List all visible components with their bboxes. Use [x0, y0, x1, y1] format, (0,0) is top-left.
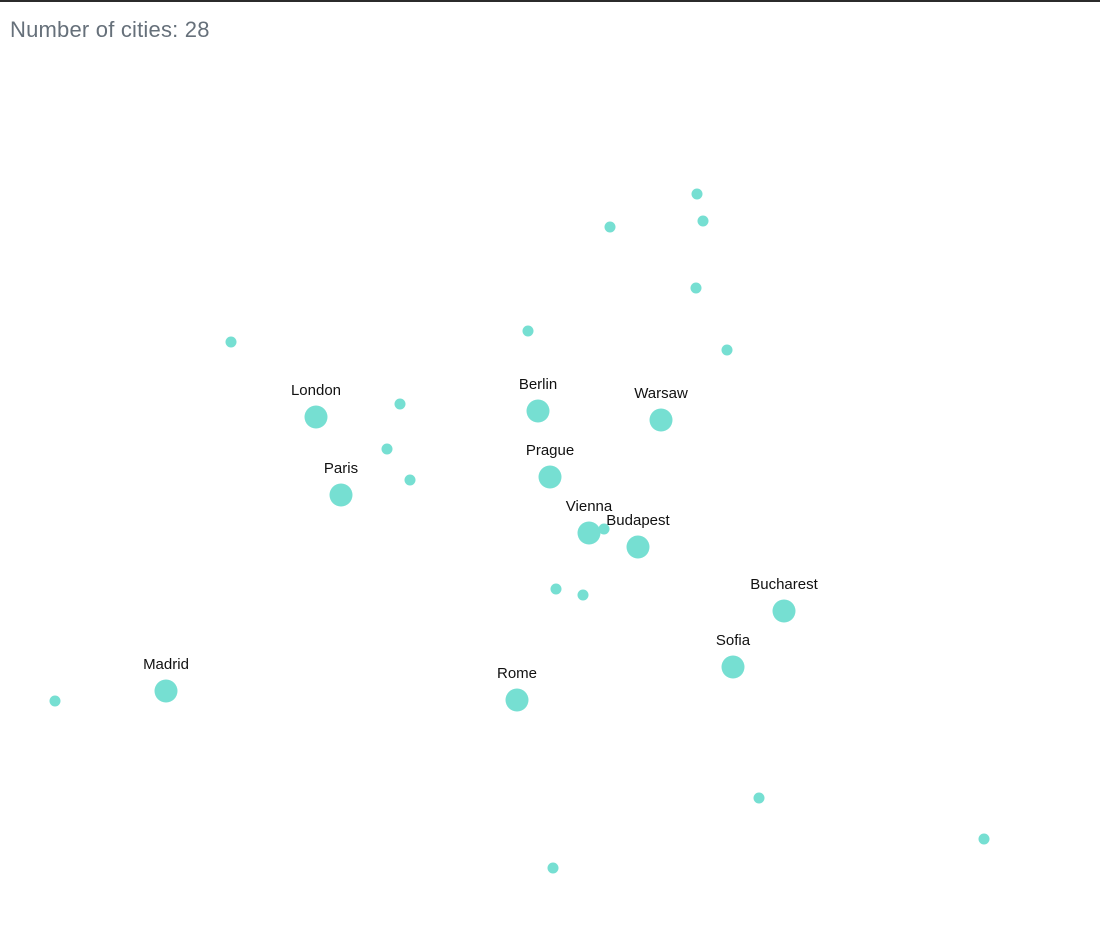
city-label-paris: Paris — [324, 460, 358, 477]
city-label-vienna: Vienna — [566, 498, 613, 515]
city-marker[interactable] — [697, 215, 709, 227]
city-marker-warsaw[interactable] — [649, 408, 673, 432]
city-label-budapest: Budapest — [606, 512, 670, 529]
city-marker-vienna[interactable] — [577, 521, 601, 545]
city-label-sofia: Sofia — [716, 632, 751, 649]
city-label-berlin: Berlin — [519, 376, 557, 393]
city-label-warsaw: Warsaw — [634, 385, 688, 402]
city-count-label: Number of cities: 28 — [10, 17, 210, 43]
city-count-prefix: Number of cities: — [10, 17, 185, 42]
city-marker-sofia[interactable] — [721, 655, 745, 679]
city-label-madrid: Madrid — [143, 656, 189, 673]
city-marker[interactable] — [404, 474, 416, 486]
city-marker-paris[interactable] — [329, 483, 353, 507]
city-marker-budapest[interactable] — [626, 535, 650, 559]
city-marker[interactable] — [547, 862, 559, 874]
city-marker-london[interactable] — [304, 405, 328, 429]
city-marker-berlin[interactable] — [526, 399, 550, 423]
city-label-rome: Rome — [497, 665, 537, 682]
city-marker-bucharest[interactable] — [772, 599, 796, 623]
city-marker[interactable] — [550, 583, 562, 595]
city-marker[interactable] — [225, 336, 237, 348]
city-marker[interactable] — [598, 523, 610, 535]
city-marker[interactable] — [577, 589, 589, 601]
city-label-bucharest: Bucharest — [750, 576, 818, 593]
city-marker-rome[interactable] — [505, 688, 529, 712]
city-marker[interactable] — [394, 398, 406, 410]
city-marker[interactable] — [49, 695, 61, 707]
city-marker[interactable] — [721, 344, 733, 356]
city-marker[interactable] — [604, 221, 616, 233]
city-label-prague: Prague — [526, 442, 574, 459]
city-marker-madrid[interactable] — [154, 679, 178, 703]
city-marker[interactable] — [691, 188, 703, 200]
city-marker[interactable] — [381, 443, 393, 455]
city-count-value: 28 — [184, 17, 210, 42]
city-marker[interactable] — [522, 325, 534, 337]
city-marker-prague[interactable] — [538, 465, 562, 489]
city-marker[interactable] — [753, 792, 765, 804]
city-marker[interactable] — [690, 282, 702, 294]
city-marker[interactable] — [978, 833, 990, 845]
city-label-london: London — [291, 382, 341, 399]
